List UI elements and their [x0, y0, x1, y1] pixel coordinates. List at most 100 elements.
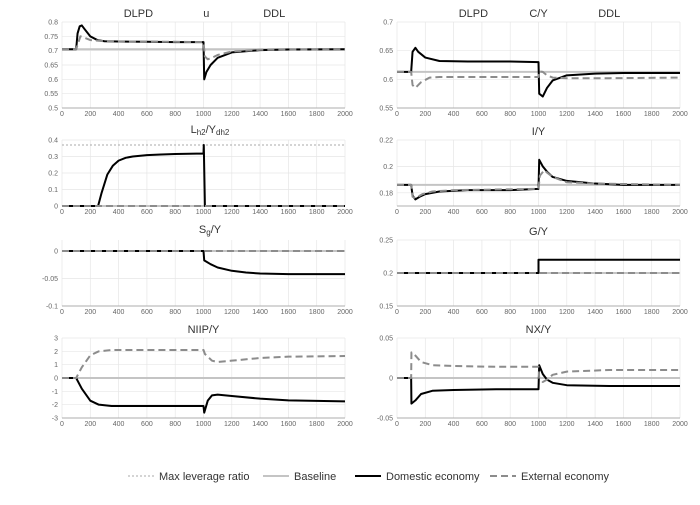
x-tick-label: 1000 [196, 309, 212, 316]
y-tick-label: -1 [52, 389, 58, 396]
x-tick-label: 0 [395, 421, 399, 428]
y-tick-label: 0.3 [48, 154, 58, 161]
x-tick-label: 1400 [252, 209, 268, 216]
series-line-domestic-economy [62, 250, 345, 276]
legend-item: External economy [490, 471, 610, 483]
y-tick-label: 0.7 [48, 48, 58, 55]
chart-panel-5: 0 200 400 600 800 1000 1200 1400 1600 1800 2000 -0.… [42, 240, 353, 316]
series-line-domestic-economy [397, 258, 680, 274]
y-tick-label: -0.05 [377, 416, 393, 423]
x-tick-label: 800 [169, 209, 181, 216]
series-line-domestic-economy [62, 377, 345, 414]
y-tick-label: 0.25 [379, 238, 393, 245]
x-tick-label: 600 [476, 111, 488, 118]
y-tick-label: -0.05 [42, 276, 58, 283]
y-tick-label: 0.22 [379, 138, 393, 145]
x-tick-label: 1600 [281, 309, 297, 316]
series-line-external-economy [62, 35, 345, 61]
x-tick-label: 600 [476, 309, 488, 316]
x-tick-label: 600 [141, 421, 153, 428]
extra-titles: Lh2/Ydh2 Sg/Y [191, 124, 230, 237]
x-tick-label: 800 [504, 421, 516, 428]
x-tick-label: 200 [84, 421, 96, 428]
y-tick-label: 0.05 [379, 336, 393, 343]
y-tick-label: 0.6 [48, 77, 58, 84]
series-group [62, 349, 345, 414]
x-tick-label: 1600 [616, 309, 632, 316]
x-tick-label: 1000 [196, 111, 212, 118]
series-group [397, 258, 680, 274]
x-tick-label: 1200 [559, 111, 575, 118]
x-tick-label: 1800 [309, 209, 325, 216]
x-tick-label: 400 [113, 209, 125, 216]
series-line-external-economy [62, 349, 345, 379]
x-tick-label: 2000 [337, 421, 353, 428]
y-tick-label: 0.65 [44, 63, 58, 70]
x-tick-label: 1800 [309, 421, 325, 428]
x-tick-label: 200 [84, 309, 96, 316]
panel-title: I/Y [532, 126, 546, 138]
x-tick-label: 1400 [587, 209, 603, 216]
x-tick-label: 200 [419, 209, 431, 216]
x-tick-label: 1400 [587, 309, 603, 316]
x-tick-label: 200 [419, 421, 431, 428]
phase-label: DDL [263, 8, 285, 20]
x-tick-label: 1000 [196, 421, 212, 428]
legend-item: Baseline [263, 471, 336, 483]
x-tick-label: 1800 [644, 421, 660, 428]
chart-panel-4: 0 200 400 600 800 1000 1200 1400 1600 1800 2000 0.1… [379, 126, 688, 216]
x-tick-label: 1800 [309, 309, 325, 316]
phase-label: DDL [598, 8, 620, 20]
x-tick-label: 2000 [337, 209, 353, 216]
x-tick-label: 800 [504, 309, 516, 316]
x-tick-label: 1400 [252, 111, 268, 118]
y-tick-label: -2 [52, 402, 58, 409]
x-tick-label: 2000 [672, 111, 688, 118]
x-tick-label: 2000 [672, 209, 688, 216]
x-tick-label: 600 [476, 209, 488, 216]
legend-item: Domestic economy [355, 471, 480, 483]
legend-label: Baseline [294, 471, 336, 483]
x-tick-label: 0 [395, 111, 399, 118]
x-tick-label: 1800 [309, 111, 325, 118]
chart-panel-1: 0 200 400 600 800 1000 1200 1400 1600 1800 2000 0.5… [44, 8, 353, 118]
panels-layer: 0 200 400 600 800 1000 1200 1400 1600 1800 20000.5… [42, 8, 688, 428]
y-tick-label: 0.15 [379, 304, 393, 311]
y-tick-label: 0.6 [383, 77, 393, 84]
y-tick-label: 0 [54, 204, 58, 211]
phase-label: DLPD [459, 8, 488, 20]
series-line-domestic-economy [397, 158, 680, 201]
y-tick-label: 0.18 [379, 190, 393, 197]
x-tick-label: 1000 [196, 209, 212, 216]
x-tick-label: 600 [141, 111, 153, 118]
y-tick-label: 0.5 [48, 106, 58, 113]
y-tick-label: 0.2 [383, 164, 393, 171]
x-tick-label: 1800 [644, 309, 660, 316]
panel-title-leverage: Lh2/Ydh2 [191, 124, 230, 137]
x-tick-label: 600 [141, 209, 153, 216]
x-tick-label: 600 [141, 309, 153, 316]
x-tick-label: 1200 [224, 309, 240, 316]
x-tick-label: 400 [113, 421, 125, 428]
x-tick-label: 0 [395, 309, 399, 316]
x-tick-label: 1000 [531, 111, 547, 118]
x-tick-label: 1400 [252, 309, 268, 316]
x-tick-label: 2000 [337, 309, 353, 316]
y-tick-label: 3 [54, 336, 58, 343]
legend-label: Max leverage ratio [159, 471, 250, 483]
panel-title: C/Y [529, 8, 548, 20]
x-tick-label: 200 [419, 111, 431, 118]
series-group [62, 250, 345, 276]
x-tick-label: 1800 [644, 111, 660, 118]
x-tick-label: 800 [169, 111, 181, 118]
legend-item: Max leverage ratio [128, 471, 250, 483]
x-tick-label: 800 [504, 111, 516, 118]
series-group [397, 351, 680, 405]
x-tick-label: 1400 [587, 421, 603, 428]
x-tick-label: 1600 [616, 209, 632, 216]
x-tick-label: 1200 [559, 421, 575, 428]
x-tick-label: 1600 [616, 111, 632, 118]
phase-label: DLPD [124, 8, 153, 20]
y-tick-label: 0.55 [44, 91, 58, 98]
